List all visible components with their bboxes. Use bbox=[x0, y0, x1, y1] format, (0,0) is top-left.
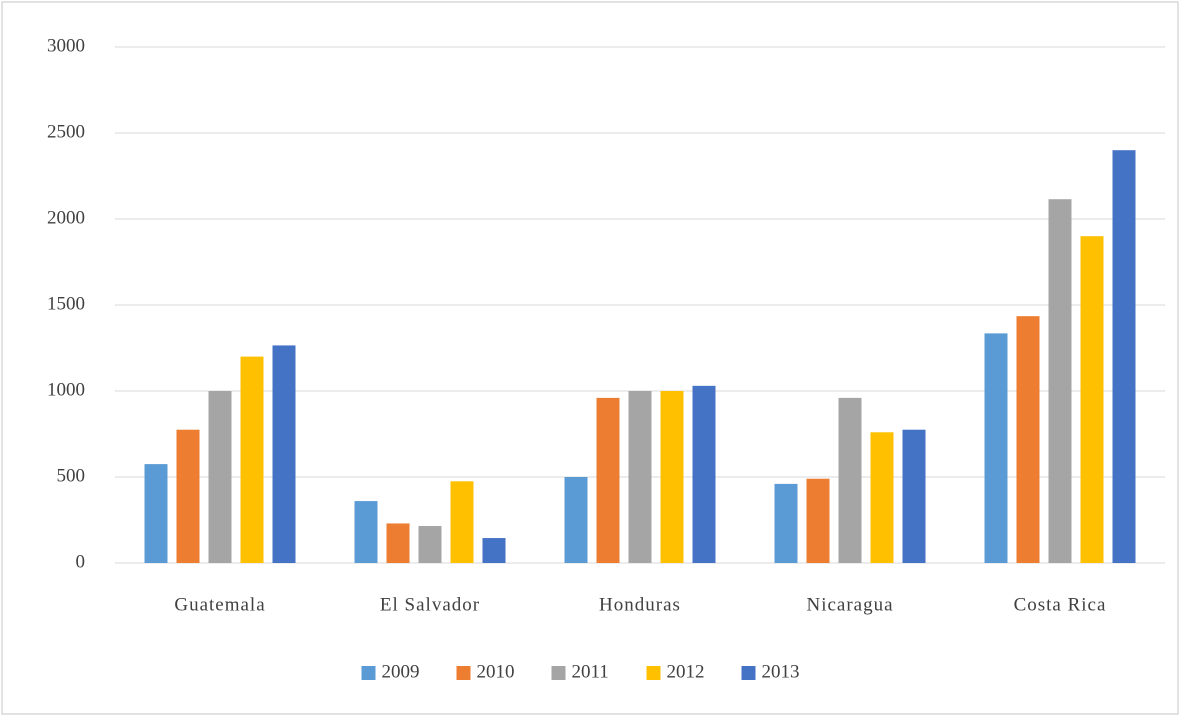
bar bbox=[418, 526, 442, 563]
legend-label: 2011 bbox=[572, 661, 609, 682]
legend-swatch bbox=[646, 666, 661, 680]
bar bbox=[482, 538, 506, 563]
bar bbox=[774, 483, 798, 563]
bar bbox=[806, 478, 830, 563]
bar bbox=[692, 385, 716, 563]
y-tick-label: 3000 bbox=[47, 35, 85, 56]
bar bbox=[870, 432, 894, 563]
x-tick-label: Honduras bbox=[599, 594, 681, 615]
y-tick-label: 1500 bbox=[47, 293, 85, 314]
bar bbox=[564, 477, 588, 563]
y-tick-label: 500 bbox=[57, 465, 86, 486]
legend-label: 2009 bbox=[382, 661, 420, 682]
x-tick-label: El Salvador bbox=[380, 594, 480, 615]
bar bbox=[1112, 150, 1136, 563]
x-tick-label: Costa Rica bbox=[1014, 594, 1107, 615]
bar bbox=[450, 481, 474, 563]
y-tick-label: 2000 bbox=[47, 207, 85, 228]
bar bbox=[902, 429, 926, 563]
x-tick-label: Nicaragua bbox=[806, 594, 893, 615]
bar bbox=[272, 345, 296, 563]
bar bbox=[660, 391, 684, 563]
bar bbox=[240, 356, 264, 563]
y-tick-label: 2500 bbox=[47, 121, 85, 142]
legend-label: 2010 bbox=[477, 661, 515, 682]
legend-swatch bbox=[361, 666, 376, 680]
bar bbox=[1016, 316, 1040, 563]
bar bbox=[354, 501, 378, 563]
bar bbox=[1048, 199, 1072, 563]
bar bbox=[984, 333, 1008, 563]
bar bbox=[1080, 236, 1104, 563]
legend-swatch bbox=[741, 666, 756, 680]
legend-label: 2013 bbox=[762, 661, 800, 682]
bar bbox=[176, 429, 200, 563]
legend-swatch bbox=[551, 666, 566, 680]
y-tick-label: 0 bbox=[76, 551, 86, 572]
y-tick-label: 1000 bbox=[47, 379, 85, 400]
bar bbox=[208, 391, 232, 563]
bar bbox=[144, 464, 168, 563]
legend-label: 2012 bbox=[667, 661, 705, 682]
legend-swatch bbox=[456, 666, 471, 680]
bar bbox=[838, 397, 862, 563]
bar bbox=[386, 523, 410, 563]
bar bbox=[596, 397, 620, 563]
bar bbox=[628, 391, 652, 563]
x-tick-label: Guatemala bbox=[174, 594, 265, 615]
